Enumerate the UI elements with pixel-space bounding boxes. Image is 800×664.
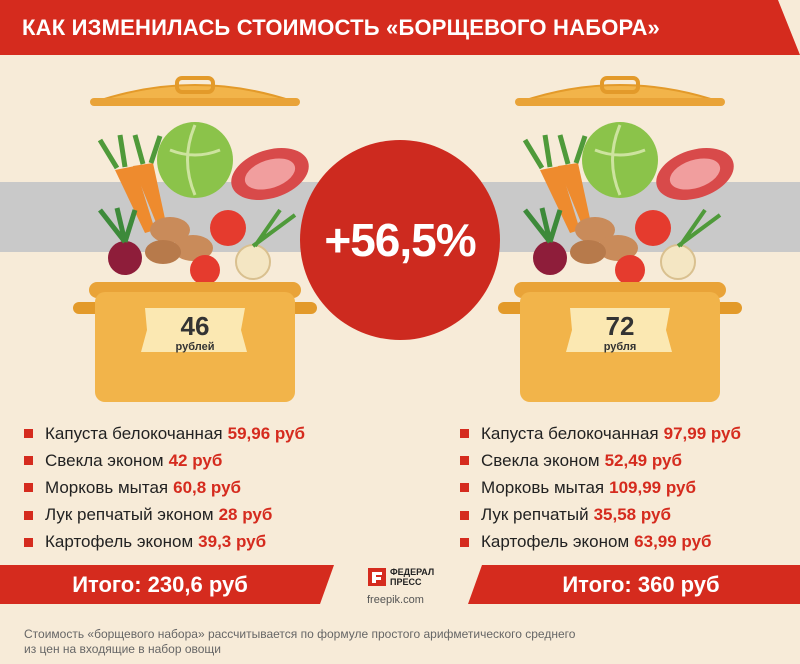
bullet-icon [460,483,469,493]
left-total: Итого: 230,6 руб [0,565,320,604]
bullet-icon [24,510,33,520]
bullet-icon [24,537,33,547]
list-item: Картофель эконом 39,3 руб [24,529,305,556]
list-item: Морковь мытая 109,99 руб [460,474,741,501]
item-name: Картофель эконом [45,532,194,552]
item-name: Капуста белокочанная [481,423,659,443]
pot-body [73,282,317,402]
item-price: 52,49 руб [604,450,682,470]
right-price-list: Капуста белокочанная 97,99 руб Свекла эко… [460,420,741,556]
footnote-line-1: Стоимость «борщевого набора» рассчитывае… [24,627,576,641]
image-credit: freepik.com [367,594,424,606]
page-title: КАК ИЗМЕНИЛАСЬ СТОИМОСТЬ «БОРЩЕВОГО НАБО… [22,15,660,40]
logo-line-1: ФЕДЕРАЛ [390,567,435,577]
item-name: Капуста белокочанная [45,423,223,443]
item-price: 35,58 руб [593,505,671,525]
header-bar [0,0,800,55]
tomato-icon [190,210,246,285]
item-price: 59,96 руб [227,423,305,443]
lid-icon [515,76,725,106]
pot-icon [498,76,742,402]
tomato-icon [615,210,671,285]
cabbage-icon [582,122,658,198]
right-pot-unit: рубля [603,341,637,353]
pot-body [498,282,742,402]
percent-change-badge: +56,5% [300,140,500,340]
right-pot-label: 72 рубля [570,312,670,354]
footnote: Стоимость «борщевого набора» рассчитывае… [24,627,575,657]
right-total-notch [468,565,482,604]
beet-icon [98,207,142,275]
bullet-icon [460,456,469,466]
item-price: 28 руб [218,505,273,525]
item-price: 97,99 руб [663,423,741,443]
left-pot-label: 46 рублей [145,312,245,354]
item-price: 42 руб [168,450,223,470]
list-item: Лук репчатый эконом 28 руб [24,502,305,529]
footnote-line-2: из цен на входящие в набор овощи [24,642,222,656]
list-item: Лук репчатый 35,58 руб [460,502,741,529]
item-name: Лук репчатый эконом [45,505,214,525]
list-item: Морковь мытая 60,8 руб [24,474,305,501]
onion-icon [235,208,297,280]
item-price: 39,3 руб [198,532,267,552]
publisher-logo: ФЕДЕРАЛ ПРЕСС [368,567,434,587]
logo-line-2: ПРЕСС [390,577,422,587]
bullet-icon [460,510,469,520]
left-total-notch [320,565,334,604]
beet-icon [523,207,567,275]
right-total: Итого: 360 руб [482,565,800,604]
header-notch [778,0,800,55]
potato-icon [145,217,213,264]
percent-change-value: +56,5% [324,214,476,266]
list-item: Свекла эконом 42 руб [24,447,305,474]
potato-icon [570,217,638,264]
item-name: Лук репчатый [481,505,589,525]
bullet-icon [24,456,33,466]
cabbage-icon [157,122,233,198]
lid-icon [90,76,300,106]
pot-icon [73,76,317,402]
bullet-icon [460,537,469,547]
item-name: Морковь мытая [481,477,605,497]
item-price: 109,99 руб [609,477,696,497]
carrot-icon [97,134,167,233]
list-item: Свекла эконом 52,49 руб [460,447,741,474]
left-pot-unit: рублей [175,341,215,353]
item-name: Свекла эконом [45,450,164,470]
bullet-icon [24,483,33,493]
bullet-icon [460,429,469,439]
list-item: Картофель эконом 63,99 руб [460,529,741,556]
meat-icon [656,148,734,200]
item-price: 60,8 руб [173,477,242,497]
left-price-list: Капуста белокочанная 59,96 руб Свекла эко… [24,420,305,556]
item-name: Свекла эконом [481,450,600,470]
item-price: 63,99 руб [634,532,712,552]
list-item: Капуста белокочанная 97,99 руб [460,420,741,447]
onion-icon [660,208,722,280]
carrot-icon [522,134,592,233]
list-item: Капуста белокочанная 59,96 руб [24,420,305,447]
logo-icon [368,568,386,586]
meat-icon [231,148,309,200]
left-pot-value: 46 [180,311,210,341]
bullet-icon [24,429,33,439]
right-pot-value: 72 [605,311,635,341]
item-name: Картофель эконом [481,532,630,552]
item-name: Морковь мытая [45,477,169,497]
